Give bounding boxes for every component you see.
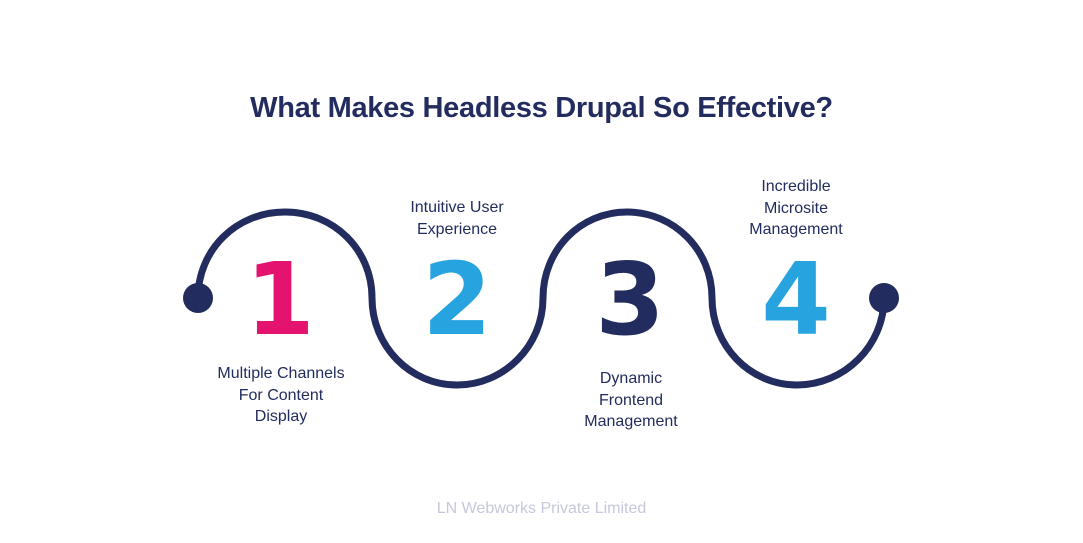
- page-title: What Makes Headless Drupal So Effective?: [250, 92, 833, 124]
- end-dot: [869, 283, 899, 313]
- step-number-3: 3: [595, 241, 665, 358]
- step-number-2: 2: [422, 241, 492, 358]
- step-label-4: Incredible Microsite Management: [749, 178, 843, 238]
- step-label-3: Dynamic Frontend Management: [584, 370, 678, 430]
- start-dot: [183, 283, 213, 313]
- step-label-1: Multiple Channels For Content Display: [217, 365, 345, 425]
- step-label-2: Intuitive User Experience: [410, 199, 504, 238]
- step-number-1: 1: [245, 241, 315, 358]
- step-number-4: 4: [761, 241, 831, 358]
- footer-credit: LN Webworks Private Limited: [436, 500, 647, 517]
